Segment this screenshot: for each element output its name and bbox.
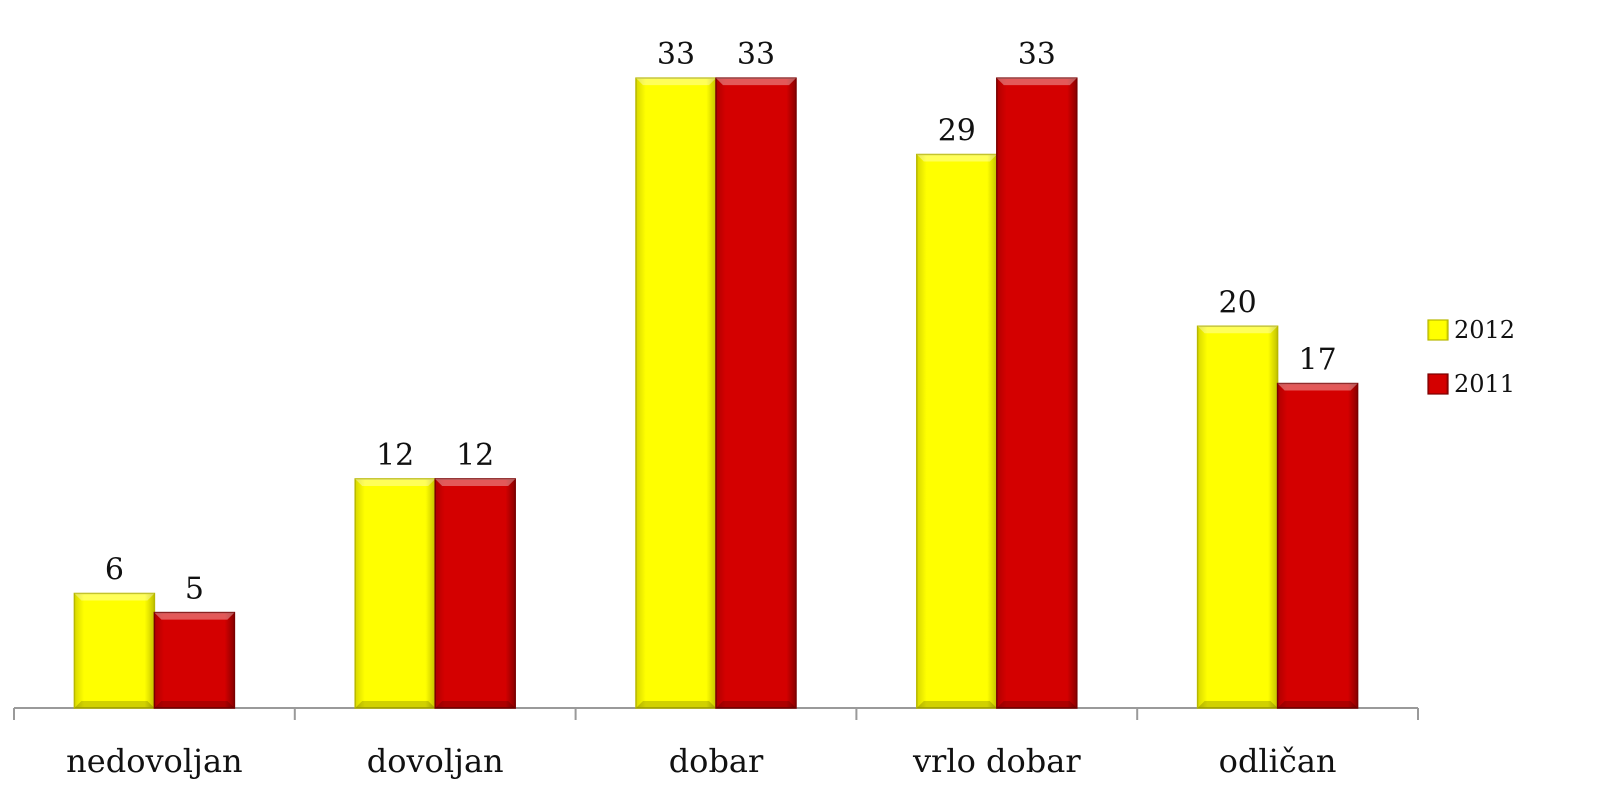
bars-layer bbox=[73, 77, 1359, 709]
data-label-2012-odličan: 20 bbox=[1219, 285, 1257, 320]
legend-label: 2012 bbox=[1454, 316, 1515, 344]
data-label-2012-dovoljan: 12 bbox=[376, 438, 414, 473]
category-label: nedovoljan bbox=[66, 742, 242, 780]
data-label-2011-vrlo-dobar: 33 bbox=[1018, 37, 1056, 72]
legend-item-2012: 2012 bbox=[1427, 316, 1515, 344]
bar-2012-vrlo-dobar bbox=[916, 153, 998, 709]
category-label: dobar bbox=[669, 742, 764, 780]
legend-swatch bbox=[1427, 319, 1449, 341]
data-label-2011-odličan: 17 bbox=[1299, 343, 1337, 378]
category-labels-layer: nedovoljan dovoljan dobar vrlo dobar odličan bbox=[66, 742, 1336, 780]
legend: 2012 2011 bbox=[1427, 316, 1515, 398]
bar-2012-nedovoljan bbox=[73, 592, 156, 709]
data-labels-layer: 6 12 33 29 20 5 12 33 33 17 bbox=[105, 37, 1337, 606]
bar-2011-vrlo-dobar bbox=[996, 77, 1078, 709]
bar-2012-odličan bbox=[1196, 325, 1279, 709]
data-label-2012-dobar: 33 bbox=[657, 37, 695, 72]
axis-layer bbox=[13, 707, 1419, 720]
category-label: odličan bbox=[1219, 742, 1337, 780]
category-label: dovoljan bbox=[367, 742, 504, 780]
bar-2012-dovoljan bbox=[354, 478, 436, 709]
bar-2011-dovoljan bbox=[434, 478, 516, 709]
bar-2011-odličan bbox=[1276, 382, 1359, 709]
bar-2012-dobar bbox=[635, 77, 717, 709]
bar-2011-dobar bbox=[715, 77, 797, 709]
legend-item-2011: 2011 bbox=[1427, 370, 1515, 398]
data-label-2012-vrlo-dobar: 29 bbox=[938, 114, 976, 149]
category-label: vrlo dobar bbox=[912, 742, 1081, 780]
data-label-2012-nedovoljan: 6 bbox=[105, 552, 124, 587]
data-label-2011-dobar: 33 bbox=[737, 37, 775, 72]
data-label-2011-nedovoljan: 5 bbox=[185, 572, 204, 607]
legend-label: 2011 bbox=[1454, 370, 1515, 398]
legend-swatch bbox=[1427, 373, 1449, 395]
data-label-2011-dovoljan: 12 bbox=[456, 438, 494, 473]
bar-2011-nedovoljan bbox=[153, 611, 236, 709]
